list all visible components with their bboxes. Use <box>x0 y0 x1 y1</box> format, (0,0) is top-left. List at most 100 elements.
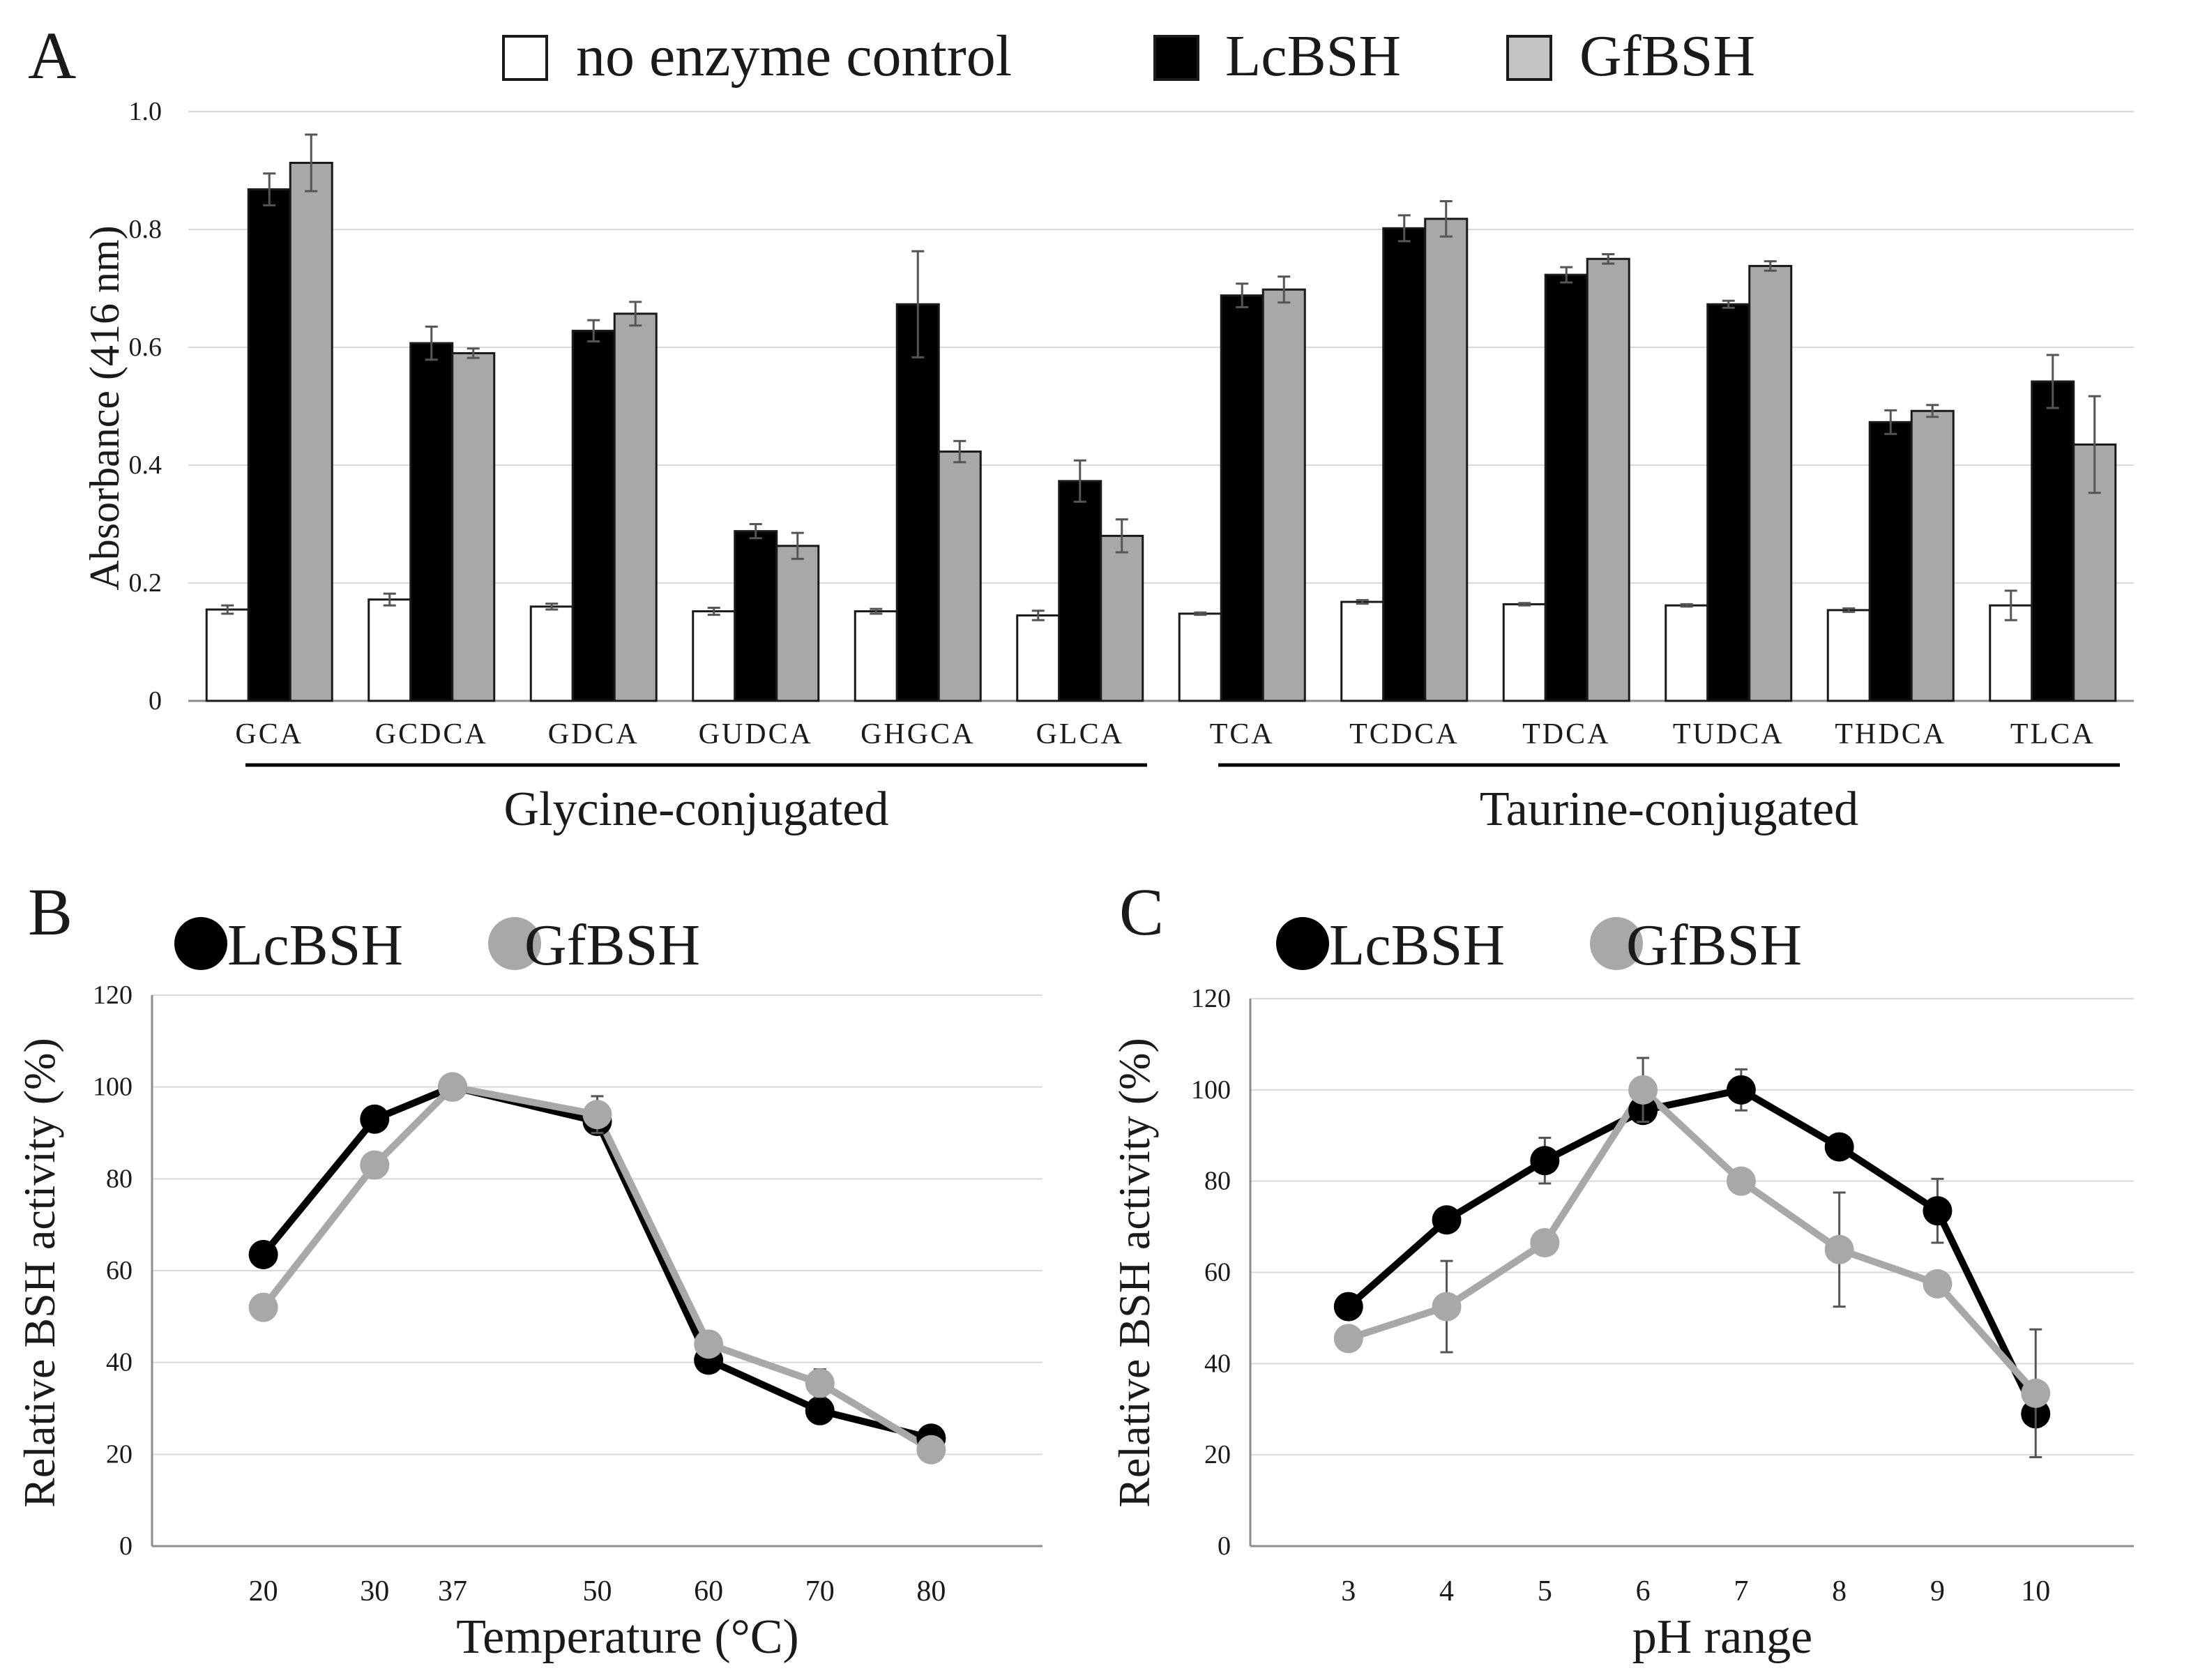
legend-a-label-lcbsh: LcBSH <box>1225 24 1401 89</box>
y-tick-label-a: 0 <box>149 686 162 716</box>
point-gfbsh-c <box>1530 1227 1560 1257</box>
bar-gfbsh-tca <box>1261 288 1306 702</box>
y-tick-label-b: 100 <box>93 1073 132 1102</box>
y-tick-label-b: 0 <box>119 1531 132 1561</box>
bar-gfbsh-gdca <box>613 312 658 702</box>
point-gfbsh-c <box>2021 1378 2051 1408</box>
x-tick-label-c: 9 <box>1930 1575 1945 1607</box>
bar-lcbsh-gca <box>247 188 291 702</box>
bar-gfbsh-glca <box>1100 534 1144 702</box>
x-axis-title-b: Temperature (°C) <box>456 1610 798 1664</box>
y-tick-label-c: 100 <box>1191 1075 1231 1105</box>
bar-no-enzyme-control-tca <box>1178 612 1222 702</box>
bar-no-enzyme-control-thdca <box>1826 609 1871 702</box>
point-lcbsh-b <box>248 1239 278 1269</box>
x-tick-label-a: TDCA <box>1522 718 1610 750</box>
legend-c-marker-gfbsh <box>1590 917 1643 970</box>
point-gfbsh-b <box>360 1150 390 1180</box>
legend-a-swatch-no-enzyme <box>502 35 548 81</box>
x-tick-label-a: GHGCA <box>861 718 975 750</box>
bar-no-enzyme-control-tcdca <box>1340 600 1385 702</box>
point-gfbsh-b <box>916 1435 946 1465</box>
y-tick-label-b: 80 <box>106 1164 132 1193</box>
bar-gfbsh-gudca <box>775 545 820 702</box>
legend-b-marker-lcbsh <box>174 917 227 970</box>
bar-lcbsh-gcdca <box>409 342 454 702</box>
legend-b-label-gfbsh: GfBSH <box>524 913 700 978</box>
panel-a-letter: A <box>28 18 76 93</box>
x-tick-label-b: 70 <box>805 1575 835 1607</box>
x-tick-label-a: GLCA <box>1036 718 1124 750</box>
x-tick-label-c: 8 <box>1832 1575 1847 1607</box>
x-tick-label-c: 10 <box>2021 1575 2050 1607</box>
y-tick-label-b: 60 <box>106 1256 132 1285</box>
bar-lcbsh-tlca <box>2031 380 2075 702</box>
x-tick-label-c: 6 <box>1636 1575 1651 1607</box>
x-tick-label-c: 7 <box>1734 1575 1748 1607</box>
y-axis-title-c: Relative BSH activity (%) <box>1109 1038 1159 1508</box>
y-tick-label-a: 0.4 <box>129 451 162 480</box>
x-tick-label-b: 80 <box>916 1575 946 1607</box>
group-label-glycine: Glycine-conjugated <box>503 782 888 836</box>
bar-no-enzyme-control-gca <box>205 608 250 702</box>
point-lcbsh-c <box>1726 1075 1756 1105</box>
y-tick-label-a: 0.8 <box>129 215 162 244</box>
point-lcbsh-b <box>360 1104 390 1134</box>
bar-lcbsh-gudca <box>734 530 778 702</box>
series-line-gfbsh-b <box>260 1083 933 1453</box>
chart-c: 0 20 40 60 80 100 120 3 4 5 6 7 8 9 10 pH range Relative… <box>1109 984 2134 1664</box>
point-gfbsh-c <box>1726 1166 1756 1196</box>
x-tick-label-b: 20 <box>249 1575 278 1607</box>
point-gfbsh-c <box>1923 1269 1953 1299</box>
point-gfbsh-b <box>437 1072 467 1102</box>
legend-a-swatch-lcbsh <box>1153 35 1199 81</box>
x-tick-label-b: 50 <box>583 1575 612 1607</box>
y-tick-label-c: 80 <box>1204 1167 1231 1196</box>
y-tick-label-c: 0 <box>1218 1531 1231 1561</box>
x-tick-label-c: 4 <box>1439 1575 1454 1607</box>
legend-c: LcBSH GfBSH <box>1276 913 1802 978</box>
legend-a-label-no-enzyme: no enzyme control <box>576 24 1012 89</box>
x-tick-label-a: TCA <box>1210 718 1275 750</box>
x-tick-label-c: 5 <box>1538 1575 1552 1607</box>
y-tick-label-a: 0.6 <box>129 333 162 362</box>
legend-c-marker-lcbsh <box>1276 917 1329 970</box>
chart-a: 0 0.2 0.4 0.6 0.8 1.0 GCA GCDCA GDCA GUDCA GHGCA GL… <box>82 97 2134 836</box>
chart-b: 0 20 40 60 80 100 120 20 30 37 50 60 70 80 Temperature… <box>15 981 1043 1664</box>
x-tick-label-a: TUDCA <box>1673 718 1784 750</box>
point-lcbsh-b <box>805 1395 835 1425</box>
legend-b: LcBSH GfBSH <box>174 913 700 978</box>
bar-no-enzyme-control-tudca <box>1665 604 1709 702</box>
bar-lcbsh-gdca <box>571 329 616 702</box>
bar-gfbsh-ghgca <box>937 451 982 702</box>
point-gfbsh-b <box>805 1368 835 1398</box>
bar-gfbsh-tdca <box>1586 257 1630 702</box>
y-tick-label-c: 120 <box>1191 984 1231 1013</box>
bar-gfbsh-tudca <box>1748 264 1793 702</box>
point-lcbsh-c <box>1923 1196 1953 1226</box>
legend-b-label-lcbsh: LcBSH <box>227 913 403 978</box>
x-tick-label-a: THDCA <box>1835 718 1946 750</box>
legend-c-label-gfbsh: GfBSH <box>1626 913 1802 978</box>
bar-lcbsh-tudca <box>1706 303 1751 702</box>
point-lcbsh-c <box>1824 1132 1854 1162</box>
legend-b-marker-gfbsh <box>488 917 541 970</box>
y-tick-label-a: 0.2 <box>129 568 162 598</box>
point-lcbsh-c <box>1432 1205 1462 1235</box>
point-gfbsh-b <box>694 1329 724 1359</box>
bar-no-enzyme-control-ghgca <box>854 610 898 702</box>
point-gfbsh-b <box>582 1100 612 1130</box>
y-tick-label-c: 20 <box>1204 1440 1231 1469</box>
x-tick-label-a: GDCA <box>548 718 639 750</box>
y-tick-label-c: 40 <box>1204 1349 1231 1378</box>
point-gfbsh-c <box>1432 1292 1462 1322</box>
point-lcbsh-c <box>1530 1146 1560 1176</box>
legend-c-label-lcbsh: LcBSH <box>1329 913 1505 978</box>
point-gfbsh-c <box>1628 1075 1658 1105</box>
series-line-lcbsh-c <box>1346 1086 2039 1416</box>
y-axis-title-a: Absorbance (416 nm) <box>82 225 128 590</box>
bar-no-enzyme-control-gcdca <box>367 598 412 702</box>
y-tick-label-b: 40 <box>106 1348 132 1377</box>
bar-gfbsh-tcdca <box>1424 218 1469 702</box>
